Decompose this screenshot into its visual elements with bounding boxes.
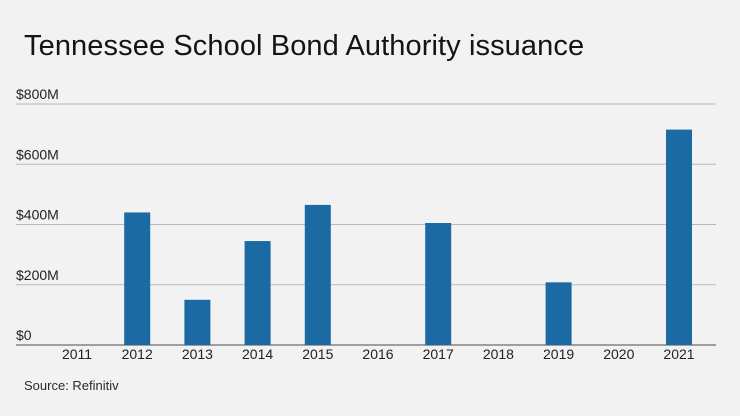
gridlines — [16, 103, 716, 346]
y-tick-label: $400M — [16, 207, 59, 223]
x-tick-label: 2016 — [362, 346, 393, 362]
x-tick-label: 2020 — [603, 346, 634, 362]
x-tick-label: 2013 — [182, 346, 213, 362]
x-tick-label: 2011 — [62, 346, 92, 362]
x-tick-label: 2015 — [302, 346, 333, 362]
bar-2013 — [184, 299, 211, 345]
x-tick-label: 2021 — [663, 346, 694, 362]
x-tick-label: 2018 — [483, 346, 514, 362]
x-tick-label: 2017 — [423, 346, 454, 362]
bar-2014 — [244, 241, 271, 345]
x-axis-tick-labels: 2011 2012 2013 2014 2015 2016 2017 2018 2019 2020… — [62, 346, 695, 362]
bar-2019 — [545, 282, 572, 345]
source-note: Source: Refinitiv — [24, 378, 119, 393]
x-tick-label: 2014 — [242, 346, 273, 362]
x-tick-label: 2019 — [543, 346, 574, 362]
bars — [124, 129, 692, 345]
bar-2017 — [425, 222, 452, 345]
bar-2012 — [124, 212, 151, 345]
y-tick-label: $800M — [16, 86, 59, 102]
y-axis-tick-labels: $0 $200M $400M $600M $800M — [16, 86, 59, 343]
chart-title: Tennessee School Bond Authority issuance — [24, 30, 585, 62]
y-tick-label: $600M — [16, 146, 59, 162]
y-tick-label: $0 — [16, 327, 32, 343]
bar-2021 — [666, 129, 692, 345]
x-tick-label: 2012 — [122, 346, 153, 362]
bar-2015 — [304, 204, 331, 345]
y-tick-label: $200M — [16, 267, 59, 283]
